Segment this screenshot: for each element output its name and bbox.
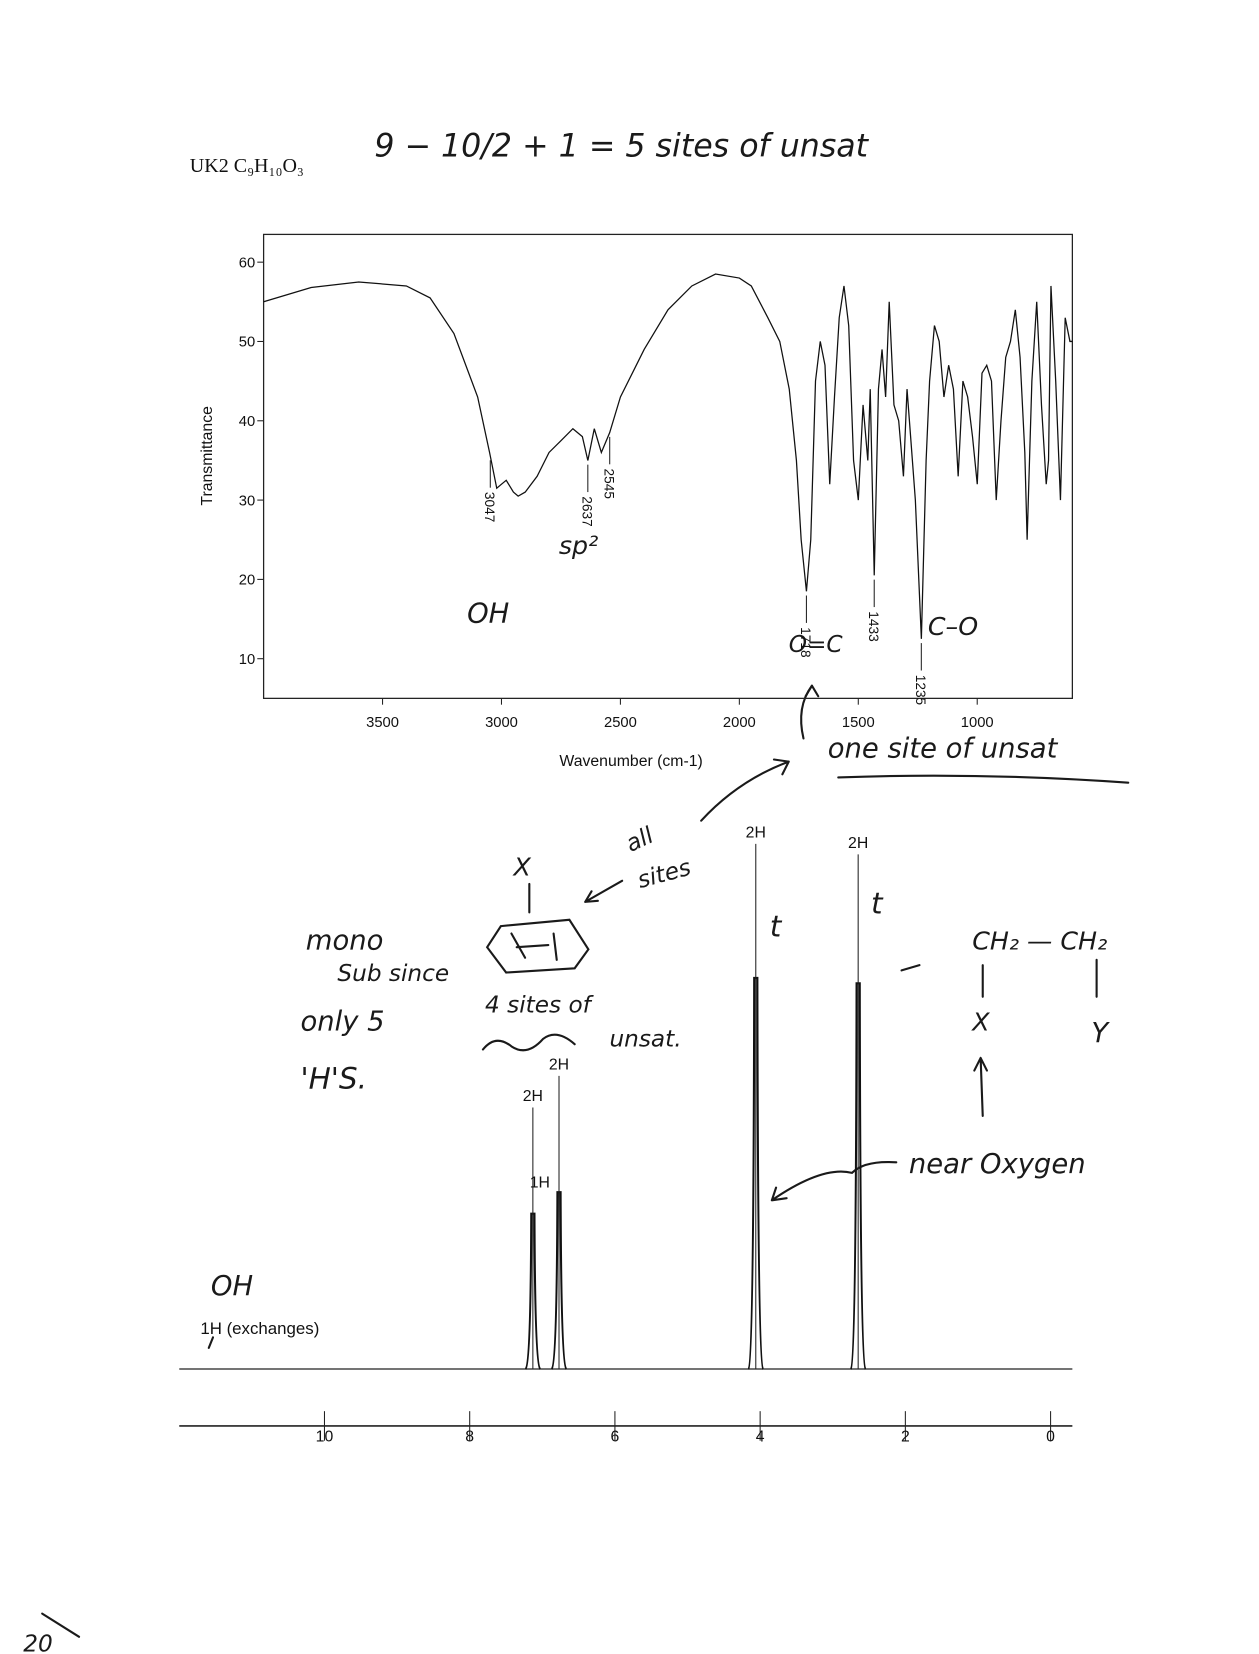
arrow [770,1160,898,1202]
x-tick-label: 8 [465,1429,474,1446]
y-axis-label: Transmittance [199,406,216,506]
x-tick-label: 3000 [485,715,518,731]
x-tick-label: 6 [611,1429,620,1446]
brace [481,1033,576,1052]
benzene [485,918,590,974]
ir-spectrum: 10 20 30 40 50 60 3500 3000 2500 2000 1500 1000 Wave… [199,233,1073,770]
arrow [973,1056,989,1117]
hand-drawing [41,684,1130,1638]
x-tick-label: 1500 [842,715,875,731]
tick [207,1336,215,1349]
y-tick-label: 40 [239,414,255,430]
header-title: UK2 C₉H₁₀O₃ [190,155,304,177]
benzene-inner [510,932,558,961]
integral-label: 2H [848,835,868,852]
handwritten-note: 'H'S. [301,1062,368,1096]
y-tick-label: 50 [239,335,255,351]
handwritten-note: sites [635,854,694,894]
integral-label: 2H [523,1088,543,1105]
arrow [584,879,624,903]
handwritten-note: mono [306,925,384,956]
integral-label: 2H [746,825,766,842]
handwritten-note: 4 sites of [485,992,595,1019]
x-tick-label: 10 [316,1429,334,1446]
peak-label: 2637 [580,496,595,526]
handwritten-note: Sub since [337,960,449,987]
underline [837,774,1130,784]
x-tick-label: 2500 [604,715,637,731]
x-tick-label: 2 [901,1429,910,1446]
handwritten-note: X [512,853,532,882]
handwritten-note: C–O [928,612,978,641]
y-tick-label: 10 [239,652,255,668]
note: 1H [530,1175,550,1192]
slash [41,1612,81,1638]
arrow [900,964,921,972]
y-tick-label: 30 [239,493,255,509]
note: 1H (exchanges) [200,1319,319,1338]
x-tick-label: 3500 [366,715,399,731]
handwritten-note: 20 [23,1631,53,1654]
peak-label: 2545 [601,469,616,500]
handwritten-note: one site of unsat [828,733,1059,764]
handwritten-note: all [622,822,658,858]
handwritten-note: t [770,910,783,944]
annotations: 9 − 10/2 + 1 = 5 sites of unsat OH sp² O=C C… [23,128,1110,1654]
handwritten-note: near Oxygen [909,1149,1086,1180]
y-tick-label: 20 [239,573,255,589]
handwritten-note: only 5 [301,1007,385,1038]
x-tick-label: 0 [1046,1429,1055,1446]
handwritten-note: sp² [559,531,598,560]
handwritten-note: X [970,1008,990,1037]
handwritten-note: O=C [789,631,844,658]
bond [981,958,1098,998]
peak-label: 3047 [482,492,497,522]
handwritten-note: Y [1091,1018,1110,1049]
x-tick-label: 2000 [723,715,756,731]
arrow-head [804,684,820,698]
x-tick-label: 1000 [961,715,994,731]
handwritten-note: unsat. [609,1025,681,1052]
x-axis-label: Wavenumber (cm-1) [559,753,702,770]
handwritten-note: OH [467,598,509,629]
peak-label: 1235 [913,675,928,706]
handwritten-note: CH₂ — CH₂ [972,926,1107,955]
nmr-spectrum: 10 8 6 4 2 0 2H 2H 2H 2H 1H 1H (exchanges) [179,825,1073,1446]
spectrum-line [263,273,1073,639]
handwritten-note: t [871,886,884,920]
y-tick-label: 60 [239,255,255,271]
handwritten-note: OH [211,1271,253,1302]
handwritten-note: 9 − 10/2 + 1 = 5 sites of unsat [374,128,869,164]
x-tick-label: 4 [756,1429,765,1446]
arrow [700,758,790,822]
plot-frame [262,233,1073,699]
peak-label: 1433 [866,611,881,642]
peak-label: 1718 [798,627,813,658]
integral-label: 2H [549,1057,569,1074]
